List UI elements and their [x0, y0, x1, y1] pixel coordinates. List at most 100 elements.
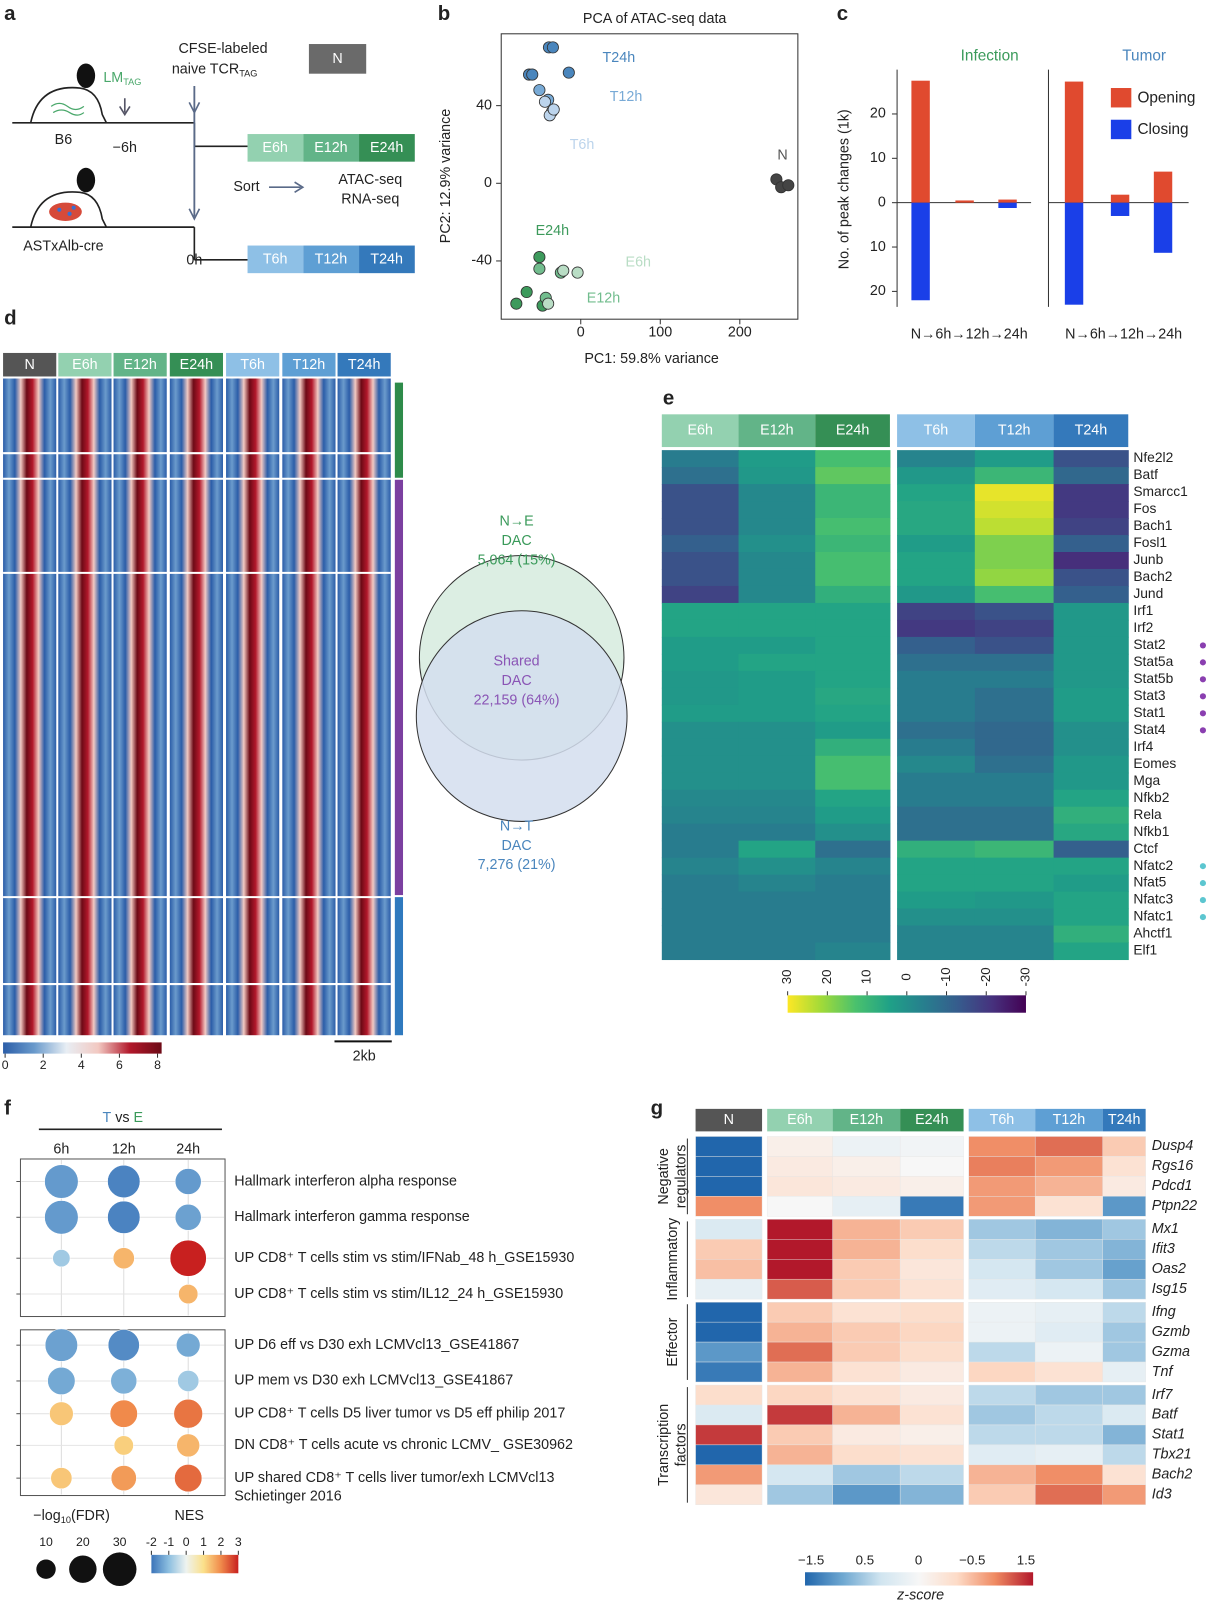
- heatmap-cell: [661, 450, 740, 468]
- colorbar-tick-label: 6: [116, 1058, 123, 1072]
- colorbar: [151, 1554, 239, 1574]
- heatmap-cell: [899, 1404, 964, 1426]
- y-tick-label: -40: [471, 253, 492, 269]
- heatmap-cell: [1034, 1321, 1103, 1343]
- heatmap-cell: [738, 568, 816, 587]
- legend-swatch: [1110, 119, 1132, 140]
- time-box-label: E12h: [314, 140, 347, 156]
- heatmap-cell: [1102, 1176, 1146, 1197]
- heatmap-cell: [766, 1424, 833, 1446]
- heatmap-cell: [738, 891, 816, 910]
- row-marker: [1199, 863, 1206, 870]
- ast-label: ASTxAlb-cre: [23, 238, 103, 254]
- venn-label: 22,159 (64%): [474, 693, 560, 709]
- heatmap-cell: [661, 501, 740, 519]
- row-label: Stat2: [1133, 637, 1165, 652]
- heatmap-cell: [968, 1464, 1036, 1485]
- colorbar-tick-label: 2: [218, 1535, 225, 1549]
- colorbar-tick-label: 0: [2, 1058, 9, 1072]
- heatmap-cell: [897, 501, 976, 519]
- heatmap-cell: [661, 755, 740, 774]
- term-label: Hallmark interferon alpha response: [234, 1173, 457, 1189]
- series-label: T24h: [603, 50, 636, 66]
- column-header: [1053, 414, 1129, 448]
- colorbar-label: 0: [915, 1553, 922, 1568]
- heatmap-cell: [832, 1404, 901, 1426]
- heatmap-cell: [1102, 1321, 1146, 1343]
- colorbar-tick-label: 1: [200, 1535, 207, 1549]
- colorbar-tick-label: -1: [163, 1535, 174, 1549]
- row-marker: [1199, 676, 1206, 683]
- naive-label: naive TCRTAG: [172, 61, 258, 79]
- colorbar-tick-label: 4: [78, 1058, 85, 1072]
- heatmap-cell: [738, 772, 816, 791]
- column-label: 6h: [53, 1142, 69, 1158]
- b6-label: B6: [55, 132, 73, 148]
- point: [538, 95, 551, 108]
- heatmap-cell: [738, 704, 816, 723]
- gene-label: Isg15: [1152, 1281, 1187, 1297]
- heatmap-cell: [1034, 1176, 1103, 1197]
- column-header: [337, 352, 391, 377]
- gene-label: Mx1: [1152, 1221, 1179, 1237]
- series-label: T12h: [610, 89, 643, 105]
- heatmap-cell: [1053, 891, 1129, 910]
- heatmap-cell: [968, 1424, 1036, 1446]
- bar: [911, 80, 930, 203]
- y-tick-label: 10: [870, 239, 886, 255]
- time-box: [303, 245, 360, 274]
- heatmap-cell: [815, 704, 891, 723]
- row-group-label: Inflammatory: [665, 1217, 681, 1301]
- time-label: −6h: [113, 140, 137, 156]
- legend-swatch: [1110, 88, 1132, 108]
- heatmap-cell: [832, 1239, 901, 1260]
- tumor-dot: [67, 211, 72, 216]
- row-label: Bach2: [1133, 569, 1172, 584]
- heatmap-cell: [968, 1341, 1036, 1363]
- row-label: Nfe2l2: [1133, 450, 1173, 465]
- heatmap-cell: [899, 1136, 964, 1157]
- heatmap-cell: [974, 908, 1055, 927]
- heatmap-cell: [695, 1444, 763, 1466]
- colorbar-tick-label: 8: [154, 1058, 161, 1072]
- heatmap-cell: [1053, 670, 1129, 689]
- heatmap-cell: [974, 450, 1055, 468]
- venn-label: 5,064 (15%): [478, 552, 556, 568]
- row-group-label: factors: [674, 1423, 690, 1466]
- heatmap-cell: [661, 602, 740, 621]
- x-tick-label: 200: [728, 324, 752, 340]
- row-label: Elf1: [1133, 943, 1157, 958]
- heatmap-cell: [661, 670, 740, 689]
- dot: [44, 1200, 79, 1235]
- heatmap-cell: [1053, 874, 1129, 893]
- bar: [1153, 171, 1173, 203]
- heatmap-cell: [897, 535, 976, 553]
- heatmap-cell: [738, 501, 816, 519]
- heatmap-column: [226, 378, 280, 1036]
- heatmap-cell: [661, 857, 740, 876]
- time-box: [303, 134, 360, 162]
- heatmap-cell: [974, 806, 1055, 825]
- heatmap-cell: [1102, 1384, 1146, 1406]
- heatmap-cell: [815, 857, 891, 876]
- heatmap-cell: [1034, 1361, 1103, 1383]
- heatmap-cell: [695, 1341, 763, 1363]
- column-header-label: N: [724, 1112, 734, 1128]
- heatmap-cell: [815, 942, 891, 961]
- heatmap-cell: [766, 1196, 833, 1217]
- heatmap-cell: [1053, 772, 1129, 791]
- heatmap-cell: [897, 874, 976, 893]
- venn-label: DAC: [501, 838, 531, 854]
- heatmap-cell: [1053, 518, 1129, 536]
- column-header: [900, 1108, 964, 1132]
- point: [520, 285, 533, 299]
- dot: [44, 1164, 79, 1199]
- heatmap-cell: [815, 687, 891, 706]
- term-label: Schietinger 2016: [234, 1488, 341, 1504]
- heatmap-column: [337, 378, 391, 1036]
- column-header-label: T24h: [1108, 1112, 1141, 1128]
- point: [533, 251, 546, 264]
- heatmap-cell: [695, 1361, 763, 1383]
- colorbar-label: −1.5: [798, 1553, 824, 1568]
- heatmap-cell: [1034, 1259, 1103, 1280]
